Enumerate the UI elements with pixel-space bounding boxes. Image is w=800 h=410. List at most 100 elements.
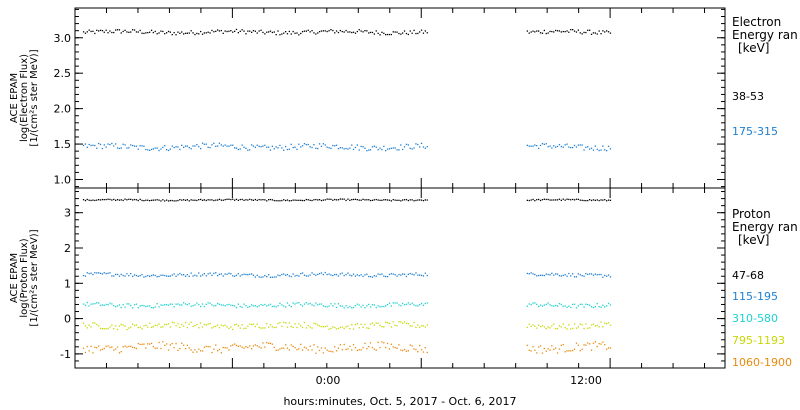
data-point-1-2 bbox=[564, 305, 566, 307]
data-point-1-3 bbox=[82, 322, 85, 324]
data-point-1-2 bbox=[90, 303, 92, 305]
data-point-1-3 bbox=[179, 326, 181, 328]
data-point-0-1 bbox=[549, 145, 551, 147]
data-point-1-1 bbox=[166, 275, 168, 277]
data-point-0-0 bbox=[230, 30, 232, 32]
data-point-1-4 bbox=[224, 347, 226, 349]
data-point-1-3 bbox=[288, 322, 290, 324]
data-point-1-3 bbox=[373, 324, 375, 326]
data-point-1-3 bbox=[254, 325, 256, 328]
data-point-1-3 bbox=[538, 324, 540, 326]
data-point-1-0 bbox=[419, 199, 421, 201]
data-point-1-2 bbox=[86, 301, 88, 304]
data-point-1-2 bbox=[215, 305, 217, 307]
data-point-1-4 bbox=[179, 348, 181, 350]
data-point-1-0 bbox=[171, 199, 173, 202]
data-point-1-2 bbox=[385, 305, 387, 307]
data-point-0-0 bbox=[286, 33, 289, 35]
proton-ylabel-line-2: log(Proton Flux) bbox=[19, 238, 30, 317]
data-point-1-3 bbox=[111, 324, 113, 326]
data-point-1-2 bbox=[596, 303, 598, 305]
data-point-1-2 bbox=[186, 304, 188, 306]
data-point-0-1 bbox=[383, 145, 385, 148]
data-point-1-0 bbox=[400, 200, 402, 202]
data-point-0-1 bbox=[592, 149, 595, 151]
data-point-0-0 bbox=[347, 31, 349, 33]
data-point-1-4 bbox=[301, 349, 304, 351]
data-point-0-1 bbox=[303, 143, 306, 145]
data-point-0-0 bbox=[207, 31, 209, 33]
data-point-0-0 bbox=[198, 33, 200, 35]
data-point-1-2 bbox=[166, 304, 168, 306]
data-point-1-0 bbox=[388, 199, 391, 201]
data-point-0-0 bbox=[92, 30, 94, 32]
data-point-0-1 bbox=[568, 146, 570, 148]
data-point-0-1 bbox=[368, 149, 370, 151]
data-point-1-1 bbox=[156, 276, 158, 278]
data-point-1-0 bbox=[594, 199, 596, 201]
data-point-0-0 bbox=[317, 32, 319, 34]
data-point-1-2 bbox=[147, 305, 149, 307]
data-point-1-3 bbox=[167, 323, 170, 325]
data-point-1-1 bbox=[358, 275, 360, 277]
data-point-1-1 bbox=[207, 273, 209, 275]
data-point-1-1 bbox=[371, 276, 374, 278]
data-point-1-2 bbox=[352, 306, 355, 309]
data-point-1-2 bbox=[358, 304, 360, 306]
data-point-1-4 bbox=[420, 349, 423, 351]
data-point-1-2 bbox=[539, 304, 542, 306]
data-point-0-0 bbox=[358, 29, 360, 31]
data-point-0-1 bbox=[254, 146, 256, 148]
data-point-0-1 bbox=[526, 144, 528, 146]
data-point-1-4 bbox=[273, 346, 275, 348]
data-point-1-4 bbox=[590, 349, 593, 351]
data-point-1-0 bbox=[169, 199, 171, 202]
data-point-1-4 bbox=[213, 348, 215, 350]
data-point-1-0 bbox=[298, 199, 300, 201]
data-point-0-1 bbox=[179, 148, 181, 151]
data-point-1-3 bbox=[251, 324, 253, 326]
data-point-1-0 bbox=[224, 199, 226, 201]
data-point-1-1 bbox=[396, 275, 398, 277]
data-point-0-1 bbox=[562, 146, 564, 148]
data-point-0-1 bbox=[120, 147, 122, 149]
data-point-1-3 bbox=[556, 328, 559, 330]
data-point-1-4 bbox=[154, 347, 156, 349]
data-point-0-0 bbox=[349, 31, 351, 33]
data-point-1-2 bbox=[377, 305, 379, 307]
data-point-1-1 bbox=[103, 272, 105, 274]
data-point-1-0 bbox=[426, 199, 428, 201]
data-point-0-1 bbox=[315, 147, 317, 149]
data-point-1-1 bbox=[201, 274, 204, 276]
data-point-0-1 bbox=[606, 150, 608, 152]
data-point-1-1 bbox=[99, 272, 102, 274]
data-point-1-1 bbox=[307, 275, 309, 277]
data-point-1-3 bbox=[241, 324, 243, 326]
data-point-1-3 bbox=[309, 326, 311, 328]
data-point-1-0 bbox=[585, 200, 587, 202]
data-point-1-3 bbox=[536, 327, 538, 329]
data-point-1-4 bbox=[332, 351, 334, 353]
data-point-1-3 bbox=[166, 323, 168, 326]
data-point-1-4 bbox=[169, 344, 171, 346]
data-point-1-1 bbox=[532, 273, 534, 275]
data-point-1-4 bbox=[135, 347, 138, 350]
data-point-1-4 bbox=[534, 349, 536, 351]
data-point-0-1 bbox=[351, 144, 353, 146]
data-point-1-3 bbox=[262, 327, 264, 329]
data-point-0-1 bbox=[118, 147, 121, 150]
data-point-1-0 bbox=[118, 199, 121, 201]
data-point-1-4 bbox=[339, 344, 341, 346]
data-point-0-1 bbox=[298, 143, 300, 145]
data-point-1-0 bbox=[604, 199, 606, 201]
data-point-1-1 bbox=[251, 273, 253, 275]
data-point-0-0 bbox=[241, 29, 243, 31]
data-point-1-0 bbox=[530, 199, 532, 201]
data-point-1-3 bbox=[122, 324, 124, 326]
data-point-1-1 bbox=[213, 272, 215, 275]
data-point-1-4 bbox=[141, 343, 143, 345]
data-point-0-1 bbox=[347, 148, 349, 150]
data-point-0-1 bbox=[538, 147, 540, 150]
data-point-0-1 bbox=[558, 144, 561, 146]
data-point-0-0 bbox=[403, 30, 406, 32]
